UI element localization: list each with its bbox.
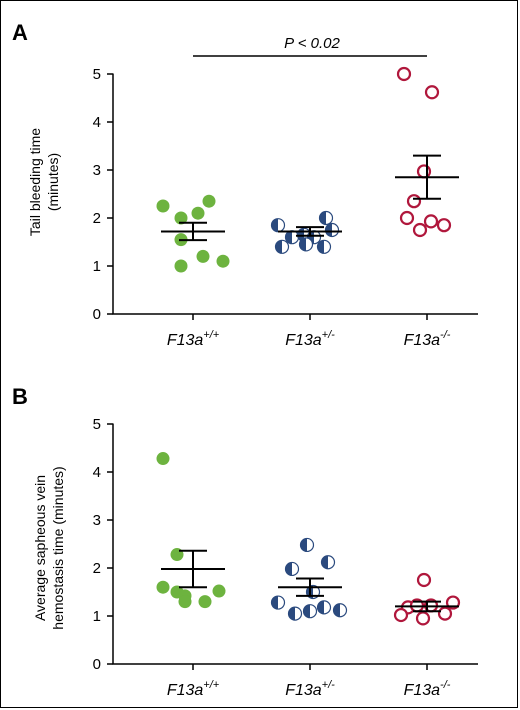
data-point [174, 259, 188, 273]
data-point [412, 222, 428, 238]
y-tick-label: 3 [93, 512, 101, 529]
data-point [216, 254, 230, 268]
data-point [424, 85, 440, 100]
mean-sem-bar [395, 154, 459, 200]
data-point [156, 452, 170, 466]
y-tick-label: 3 [93, 162, 101, 179]
data-point [198, 595, 212, 609]
data-point [416, 572, 432, 588]
mean-sem-bar [395, 600, 459, 613]
data-point [416, 164, 432, 179]
data-point [399, 210, 415, 226]
x-tick-label: F13a+/+ [167, 679, 220, 699]
p-value-label: P < 0.02 [284, 35, 340, 52]
data-point [299, 537, 315, 553]
data-point [178, 595, 192, 609]
data-point [437, 606, 453, 621]
data-point [393, 607, 409, 623]
x-tick-label: F13a-/- [404, 329, 451, 349]
data-point [284, 561, 300, 577]
panel-letter: A [12, 20, 28, 45]
x-tick-label: F13a-/- [404, 679, 451, 699]
panel-letter: B [12, 384, 28, 409]
data-point [156, 199, 170, 213]
data-point [298, 237, 314, 252]
y-axis-label: Average sapheous vein hemostasis time (mi… [32, 466, 66, 629]
data-point [324, 222, 340, 238]
y-tick-label: 1 [93, 608, 101, 625]
data-point [302, 604, 318, 619]
y-tick-label: 5 [93, 416, 101, 433]
data-point [415, 611, 431, 626]
y-tick-label: 5 [93, 66, 101, 83]
data-point [423, 214, 439, 229]
data-point [191, 206, 205, 220]
mean-sem-bar [161, 549, 225, 589]
data-point [270, 218, 286, 233]
data-point [316, 239, 332, 254]
data-point [287, 606, 303, 621]
panel-b: B 0 1 2 3 4 5 F13a+/+ F13a+/- F13a-/- Average saph… [12, 384, 478, 699]
x-tick-label: F13a+/- [285, 329, 335, 349]
data-point [318, 210, 334, 226]
data-point [396, 66, 412, 82]
y-tick-label: 2 [93, 560, 101, 577]
y-tick-label: 0 [93, 306, 101, 323]
data-point [174, 211, 188, 225]
data-point [274, 239, 290, 254]
mean-sem-bar [278, 577, 342, 597]
y-tick-label: 4 [93, 464, 101, 481]
data-point [212, 584, 226, 598]
mean-sem-bar [278, 226, 342, 237]
data-point [436, 218, 452, 233]
y-tick-label: 4 [93, 114, 101, 131]
data-point [196, 249, 210, 263]
x-tick-label: F13a+/- [285, 679, 335, 699]
data-point [284, 230, 300, 245]
y-tick-label: 2 [93, 210, 101, 227]
x-tick-label: F13a+/+ [167, 329, 220, 349]
y-tick-label: 0 [93, 656, 101, 673]
data-point [320, 555, 336, 570]
mean-sem-bar [161, 221, 225, 242]
data-point [406, 194, 422, 209]
panel-a: A 0 1 2 3 4 5 F13a+/+ F13a+/- F13a-/- Tail bleedin… [12, 20, 478, 349]
data-point [316, 600, 332, 615]
data-point [270, 595, 286, 610]
data-point [156, 580, 170, 594]
data-point [202, 194, 216, 208]
data-point [332, 603, 348, 618]
y-axis-label: Tail bleeding time (minutes) [27, 128, 61, 236]
y-tick-label: 1 [93, 258, 101, 275]
